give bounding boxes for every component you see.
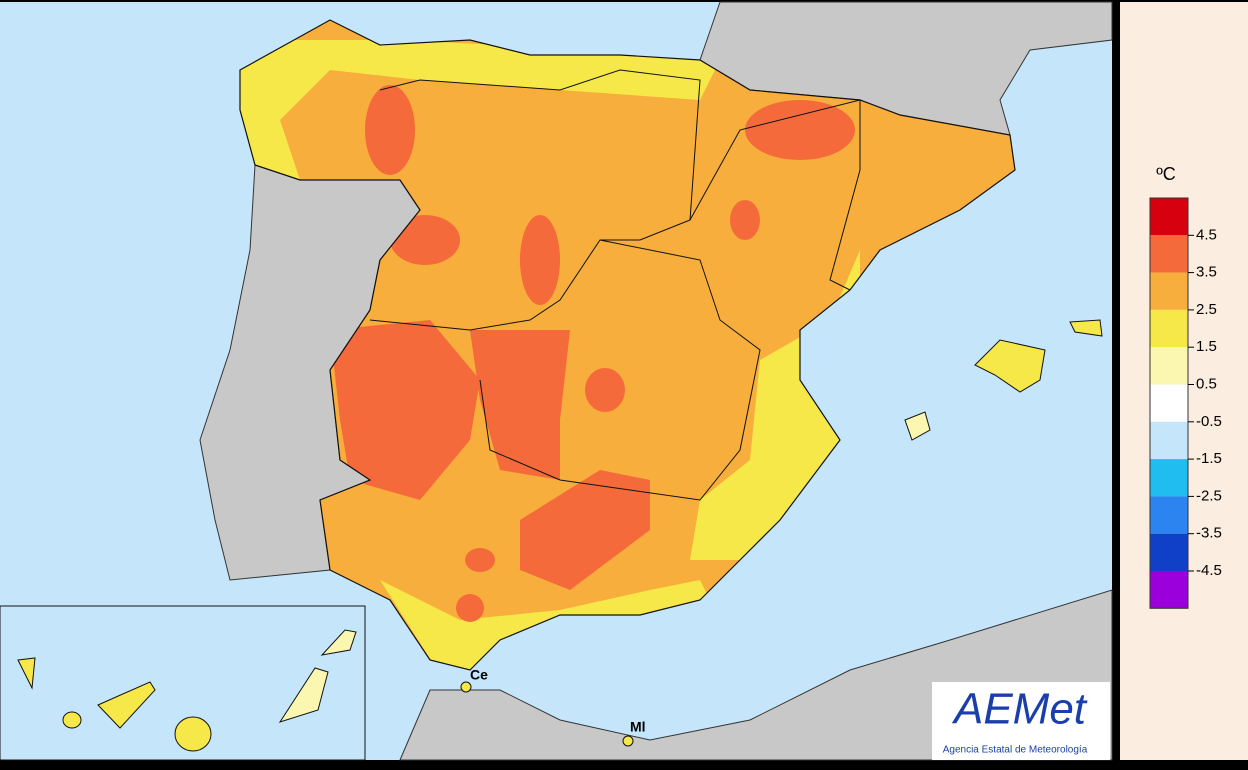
island [97,681,156,729]
anomaly-3-4 [330,85,855,622]
anomaly-3-4 [365,85,415,175]
legend-swatch [1150,496,1188,534]
anomaly-3-4 [730,200,760,240]
legend-swatch [1150,198,1188,236]
melilla [622,735,634,747]
legend-swatch [1150,235,1188,273]
island [174,716,212,752]
anomaly-1-2 [240,40,720,180]
anomaly-field [240,20,1015,670]
legend-tick-label: 3.5 [1196,264,1217,281]
menorca [1069,319,1103,337]
anomaly-3-4 [745,100,855,160]
anomaly-3-4 [520,470,650,590]
anomaly-3-4 [470,330,570,480]
legend-swatch [1150,384,1188,422]
legend-tick-label: -2.5 [1196,487,1222,504]
legend-tick-label: 1.5 [1196,338,1217,355]
anomaly-3-4 [330,320,480,500]
ibiza [904,411,931,441]
anomaly-3-4 [456,594,484,622]
legend-swatch [1150,272,1188,310]
region-border [479,239,761,501]
legend-tick-label: -0.5 [1196,413,1222,430]
legend-unit: ºC [1156,164,1176,184]
anomaly-3-4 [520,215,560,305]
anomaly-3-4 [585,368,625,412]
island [320,629,357,656]
inset-frame [0,605,366,761]
canary-inset [0,605,366,761]
legend: 4.5 3.5 2.5 1.5 0.5 -0.5 -1.5 -2.5 -3.5 -4.5 [1149,197,1222,609]
legend-tick-label: -3.5 [1196,525,1222,542]
ceuta [460,681,472,693]
spain-outline [239,19,1016,671]
anomaly-3-4 [465,548,495,572]
place-label: Ce [470,667,488,683]
region-borders [369,69,861,501]
legend-swatch [1150,533,1188,571]
island [17,657,36,690]
island [62,711,82,729]
logo-box [932,682,1110,760]
logo-caption: Agencia Estatal de Meteorología [943,745,1088,756]
mallorca [974,339,1046,393]
legend-swatch [1150,347,1188,385]
region-border [369,69,701,331]
legend-tick-label: 2.5 [1196,301,1217,318]
logo: AEMet Agencia Estatal de Meteorología [932,682,1110,760]
region-border [689,99,861,291]
anomaly-3-4 [390,215,460,265]
legend-tick-label: -1.5 [1196,450,1222,467]
legend-border [1149,197,1189,609]
legend-tick-label: 0.5 [1196,375,1217,392]
legend-tick-label: 4.5 [1196,226,1217,243]
logo-text: AEMet [951,685,1088,734]
legend-tick-label: -4.5 [1196,562,1222,579]
legend-swatch [1150,309,1188,348]
island [278,667,329,723]
place-label: Ml [630,719,646,735]
legend-swatch [1150,421,1188,460]
legend-swatch [1150,571,1188,609]
legend-swatch [1150,459,1188,497]
